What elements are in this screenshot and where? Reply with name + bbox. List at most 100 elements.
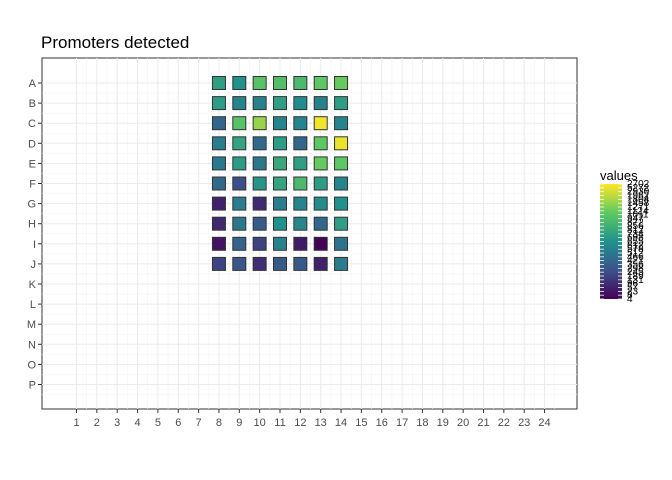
heatmap-cell-E10 [252, 156, 267, 171]
legend-title: values [600, 168, 638, 183]
heatmap-cell-J10 [252, 256, 267, 271]
chart-title: Promoters detected [41, 33, 189, 52]
legend-label: 2930 [627, 187, 650, 198]
heatmap-cell-F8 [211, 176, 226, 191]
heatmap-cell-G13 [313, 196, 328, 211]
legend-label: 96 [627, 279, 639, 290]
heatmap-cell-I10 [252, 236, 267, 251]
legend-label: 612 [627, 240, 644, 251]
heatmap-cells [211, 76, 349, 271]
y-tick-label: H [28, 219, 36, 231]
heatmap-cell-D8 [211, 136, 226, 151]
heatmap-cell-A14 [334, 76, 349, 90]
legend-label: 578 [627, 244, 644, 255]
heatmap-cell-J9 [232, 256, 247, 271]
heatmap-cell-E14 [334, 156, 349, 171]
heatmap-cell-G14 [334, 196, 349, 211]
heatmap-cell-C14 [334, 116, 349, 131]
heatmap-cell-J11 [273, 256, 287, 271]
heatmap-cell-F12 [293, 176, 308, 191]
legend-label: 1011 [627, 210, 649, 221]
heatmap-cell-F11 [273, 176, 287, 191]
heatmap-cell-J14 [334, 256, 349, 271]
x-tick-label: 5 [155, 417, 161, 429]
y-tick-label: M [27, 319, 36, 331]
x-tick-label: 8 [216, 417, 222, 429]
heatmap-cell-H8 [211, 216, 226, 231]
heatmap-cell-I9 [232, 236, 247, 251]
y-tick-label: P [29, 380, 36, 392]
heatmap-cell-B12 [293, 96, 308, 111]
heatmap-cell-D11 [273, 136, 287, 151]
x-tick-label: 3 [114, 417, 120, 429]
heatmap-cell-G11 [273, 196, 287, 211]
heatmap-cell-C13 [313, 116, 328, 131]
x-tick-label: 20 [457, 417, 469, 429]
heatmap-cell-C9 [232, 116, 247, 131]
x-tick-label: 12 [294, 417, 306, 429]
heatmap-cell-H9 [232, 216, 247, 231]
heatmap-cell-J8 [211, 256, 226, 271]
x-tick-label: 6 [175, 417, 181, 429]
heatmap-cell-I12 [293, 236, 308, 251]
legend-label: 1962 [627, 191, 650, 202]
x-tick-label: 19 [437, 417, 449, 429]
legend-label: 1458 [627, 198, 650, 209]
legend-label: 698 [627, 233, 644, 244]
legend-label: 4 [627, 294, 633, 305]
legend-colorbar [600, 184, 622, 299]
grid-lines [42, 58, 577, 409]
heatmap-cell-I13 [313, 236, 328, 251]
x-tick-label: 15 [355, 417, 367, 429]
x-tick-label: 21 [477, 417, 489, 429]
heatmap-cell-B13 [313, 96, 328, 111]
y-tick-label: J [31, 259, 37, 271]
heatmap-cell-H11 [273, 216, 287, 231]
heatmap-cell-C10 [252, 116, 267, 131]
legend-labels: 2702527229301962180414581271112410119478… [627, 179, 650, 305]
x-tick-label: 7 [196, 417, 202, 429]
x-tick-label: 1 [73, 417, 79, 429]
legend-label: 812 [627, 225, 644, 236]
y-tick-label: C [28, 118, 36, 130]
heatmap-cell-A10 [252, 76, 267, 90]
heatmap-cell-D10 [252, 136, 267, 151]
heatmap-cell-G8 [211, 196, 226, 211]
legend-ticks [600, 183, 622, 300]
y-tick-label: K [29, 279, 37, 291]
heatmap-cell-D14 [334, 136, 349, 151]
heatmap-cell-I8 [211, 236, 226, 251]
legend-label: 872 [627, 217, 644, 228]
x-tick-label: 18 [416, 417, 428, 429]
y-tick-label: B [29, 98, 36, 110]
heatmap-cell-F9 [232, 176, 247, 191]
heatmap-cell-C8 [211, 116, 226, 131]
heatmap-cell-C11 [273, 116, 287, 131]
legend-label: 655 [627, 237, 644, 248]
x-tick-label: 13 [315, 417, 327, 429]
heatmap-cell-B14 [334, 96, 349, 111]
legend-label: 1804 [627, 194, 650, 205]
x-tick-label: 17 [396, 417, 408, 429]
heatmap-cell-A11 [273, 76, 287, 90]
legend-label: 856 [627, 221, 644, 232]
heatmap-cell-G10 [252, 196, 267, 211]
legend-label: 1271 [627, 202, 650, 213]
heatmap-cell-H13 [313, 216, 328, 231]
heatmap-cell-E11 [273, 156, 287, 171]
y-tick-label: G [27, 199, 36, 211]
heatmap-cell-I14 [334, 236, 349, 251]
legend-label: 245 [627, 267, 644, 278]
legend-label: 1124 [627, 206, 649, 217]
heatmap-cell-E9 [232, 156, 247, 171]
heatmap-cell-E8 [211, 156, 226, 171]
x-tick-label: 16 [376, 417, 388, 429]
y-tick-label: A [29, 78, 37, 90]
x-tick-label: 2 [94, 417, 100, 429]
y-tick-label: E [29, 158, 36, 170]
x-tick-label: 14 [335, 417, 347, 429]
heatmap-cell-F14 [334, 176, 349, 191]
heatmap-cell-A9 [232, 76, 247, 90]
legend-label: 512 [627, 248, 644, 259]
